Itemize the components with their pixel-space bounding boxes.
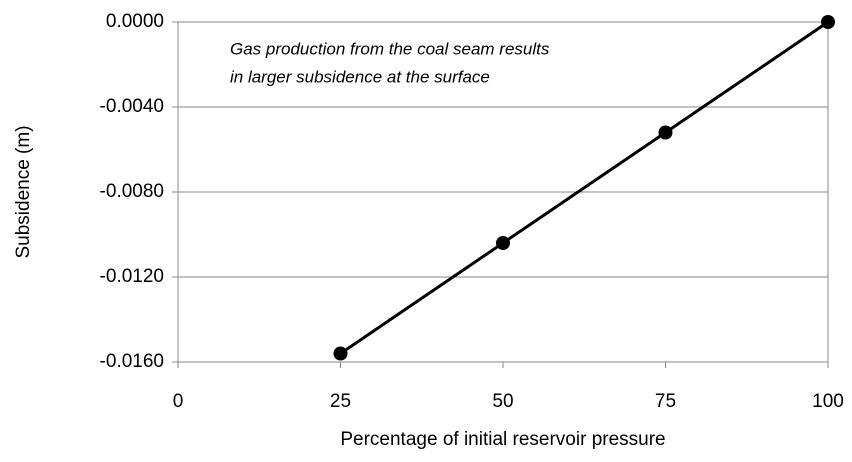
- x-axis-label: Percentage of initial reservoir pressure: [340, 429, 665, 450]
- y-tick-label: -0.0160: [100, 351, 164, 372]
- x-tick-label: 100: [812, 391, 844, 412]
- y-tick-label: -0.0040: [100, 96, 164, 117]
- marker: [658, 125, 673, 140]
- y-tick-label: -0.0080: [100, 181, 164, 202]
- marker: [333, 346, 348, 361]
- series-line: [339, 20, 829, 355]
- x-tick-label: 25: [330, 391, 351, 412]
- marker: [496, 236, 510, 250]
- y-tick-label: -0.0120: [100, 266, 164, 287]
- x-tick-label: 0: [173, 391, 184, 412]
- y-tick-label: 0.0000: [106, 11, 164, 32]
- x-tick-label: 75: [655, 391, 676, 412]
- annotation: in larger subsidence at the surface: [230, 67, 490, 86]
- x-tick-label: 50: [492, 391, 513, 412]
- marker: [821, 15, 835, 29]
- annotation: Gas production from the coal seam result…: [230, 39, 550, 58]
- y-axis-label: Subsidence (m): [13, 125, 34, 258]
